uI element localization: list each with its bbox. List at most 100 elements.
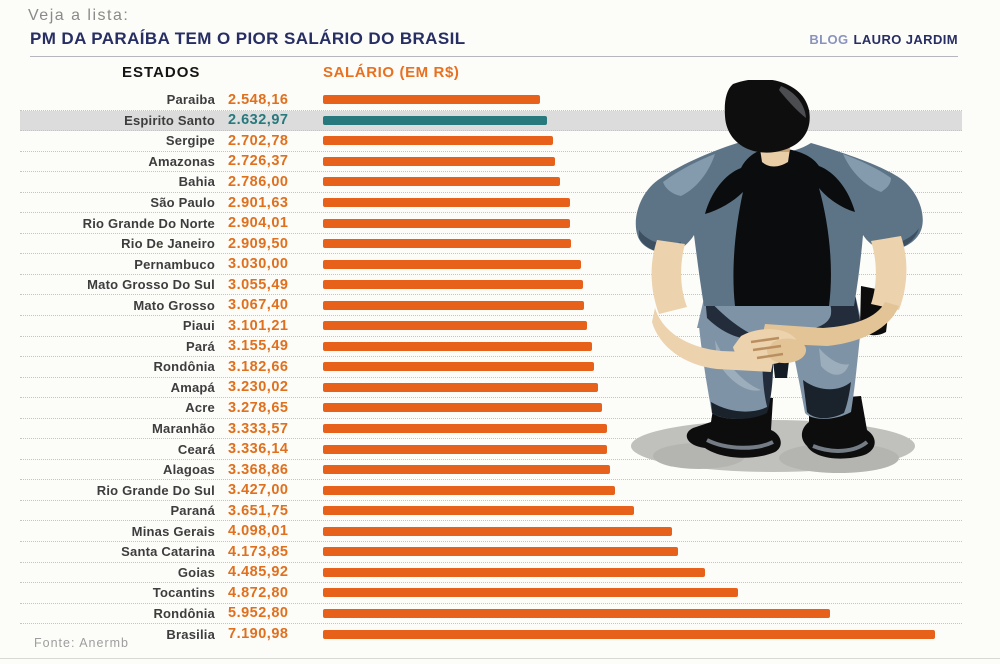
table-row: Pernambuco 3.030,00 [20, 254, 962, 275]
salary-bar [323, 629, 935, 639]
salary-value: 3.651,75 [228, 502, 289, 519]
state-label: Acre [185, 400, 215, 416]
state-label: Paraiba [166, 92, 215, 108]
state-label: Rio Grande Do Norte [82, 215, 215, 231]
salary-bar [323, 136, 553, 146]
salary-value: 3.155,49 [228, 338, 289, 355]
salary-value: 3.230,02 [228, 379, 289, 396]
salary-bar [323, 444, 607, 454]
bar-track [323, 156, 962, 166]
column-headers: ESTADOS SALÁRIO (EM R$) [0, 64, 1000, 84]
bar-track [323, 95, 962, 105]
table-row: Amazonas 2.726,37 [20, 152, 962, 173]
bar-track [323, 506, 962, 516]
salary-value: 3.278,65 [228, 399, 289, 416]
state-label: Sergipe [165, 133, 215, 149]
table-row: Paraná 3.651,75 [20, 501, 962, 522]
salary-value: 4.173,85 [228, 543, 289, 560]
bar-track [323, 218, 962, 228]
table-row: Rio De Janeiro 2.909,50 [20, 234, 962, 255]
state-label: Mato Grosso [133, 297, 215, 313]
bar-track [323, 300, 962, 310]
salary-value: 3.368,86 [228, 461, 289, 478]
salary-bar [323, 218, 571, 228]
bar-track [323, 485, 962, 495]
bar-track [323, 526, 962, 536]
salary-bar [323, 485, 615, 495]
salary-bar [323, 259, 581, 269]
source-note: Fonte: Anermb [34, 636, 129, 650]
salary-bar [323, 156, 555, 166]
salary-value: 4.098,01 [228, 523, 289, 540]
salary-value: 3.101,21 [228, 317, 289, 334]
table-row: Mato Grosso 3.067,40 [20, 295, 962, 317]
table-row: Rondônia 3.182,66 [20, 357, 962, 378]
bar-track [323, 136, 962, 146]
salary-value: 3.182,66 [228, 358, 289, 375]
table-row: Maranhão 3.333,57 [20, 419, 962, 440]
salary-value: 3.067,40 [228, 297, 289, 314]
salary-bar [323, 382, 598, 392]
salary-bar [323, 526, 672, 536]
blog-author-name: LAURO JARDIM [853, 32, 958, 47]
salary-bar [323, 300, 585, 310]
table-row: Goias 4.485,92 [20, 563, 962, 584]
table-row: Bahia 2.786,00 [20, 172, 962, 193]
bar-track [323, 341, 962, 351]
salary-bar [323, 567, 705, 577]
salary-bar [323, 280, 583, 290]
column-header-salary: SALÁRIO (EM R$) [323, 64, 460, 81]
salary-bar [323, 341, 592, 351]
table-row: Ceará 3.336,14 [20, 439, 962, 460]
bar-track [323, 588, 962, 598]
state-label: São Paulo [150, 195, 215, 210]
state-label: Piaui [182, 318, 215, 334]
bar-track [323, 465, 962, 475]
table-row: Tocantins 4.872,80 [20, 583, 962, 604]
bar-track [323, 444, 962, 454]
state-label: Rio De Janeiro [121, 236, 215, 252]
salary-value: 2.909,50 [228, 235, 289, 252]
bar-track [323, 239, 962, 249]
bar-track [323, 382, 962, 392]
bar-track [323, 547, 962, 557]
state-label: Espirito Santo [124, 112, 215, 128]
page-title: PM DA PARAÍBA TEM O PIOR SALÁRIO DO BRAS… [30, 29, 466, 48]
salary-bar [323, 239, 571, 249]
salary-value: 3.427,00 [228, 482, 289, 499]
state-label: Amapá [170, 379, 215, 395]
state-label: Pernambuco [134, 256, 215, 272]
salary-value: 2.702,78 [228, 132, 289, 149]
table-row: Rondônia 5.952,80 [20, 604, 962, 625]
table-row: Rio Grande Do Norte 2.904,01 [20, 213, 962, 234]
table-row: Alagoas 3.368,86 [20, 460, 962, 481]
state-label: Mato Grosso Do Sul [87, 277, 215, 293]
salary-value: 5.952,80 [228, 605, 289, 622]
table-row: Rio Grande Do Sul 3.427,00 [20, 480, 962, 501]
bar-track [323, 177, 962, 187]
salary-value: 4.872,80 [228, 584, 289, 601]
state-label: Maranhão [151, 421, 215, 437]
salary-value: 2.632,97 [228, 112, 289, 129]
pre-title: Veja a lista: [28, 7, 130, 24]
bar-track [323, 424, 962, 434]
bar-track [323, 608, 962, 618]
header-bar: PM DA PARAÍBA TEM O PIOR SALÁRIO DO BRAS… [30, 29, 958, 57]
bottom-divider [0, 658, 1000, 659]
salary-chart-rows: Paraiba 2.548,16 Espirito Santo 2.632,97… [20, 90, 962, 645]
salary-bar [323, 362, 594, 372]
salary-value: 2.726,37 [228, 153, 289, 170]
salary-bar [323, 506, 634, 516]
salary-bar [323, 321, 587, 331]
table-row: Acre 3.278,65 [20, 398, 962, 419]
table-row: Santa Catarina 4.173,85 [20, 542, 962, 563]
bar-track [323, 115, 962, 125]
table-row: Piaui 3.101,21 [20, 316, 962, 337]
state-label: Santa Catarina [121, 544, 215, 560]
bar-track [323, 321, 962, 331]
table-row: Sergipe 2.702,78 [20, 131, 962, 152]
state-label: Tocantins [152, 585, 215, 601]
bar-track [323, 567, 962, 577]
state-label: Pará [186, 338, 215, 354]
state-label: Brasilia [166, 626, 215, 642]
